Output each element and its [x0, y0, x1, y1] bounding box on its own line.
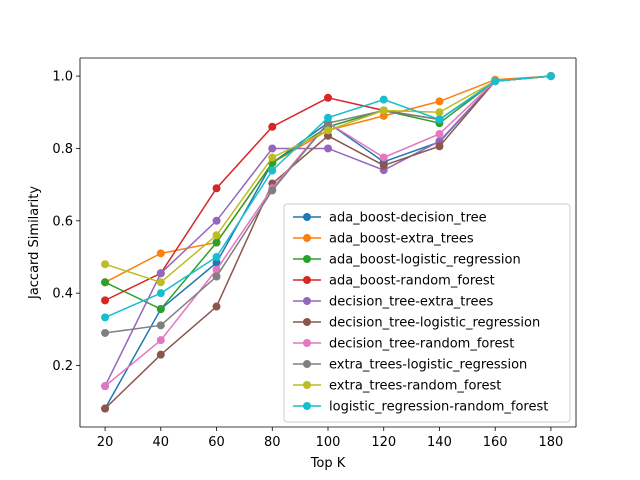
data-point	[101, 404, 110, 413]
data-point	[212, 231, 221, 240]
data-point	[156, 289, 165, 298]
legend-entry: decision_tree-extra_trees	[293, 295, 493, 310]
legend-label: extra_trees-random_forest	[329, 379, 501, 394]
legend-marker	[303, 255, 311, 263]
data-point	[379, 106, 388, 115]
legend-entry: extra_trees-random_forest	[293, 379, 501, 394]
y-tick-label: 1.0	[52, 70, 73, 85]
data-point	[212, 238, 221, 247]
data-point	[156, 249, 165, 258]
data-point	[101, 296, 110, 305]
data-point	[268, 144, 277, 153]
y-tick-label: 0.8	[52, 142, 73, 157]
data-point	[212, 216, 221, 225]
legend-marker	[303, 318, 311, 326]
data-point	[101, 260, 110, 269]
data-point	[435, 115, 444, 124]
legend-entry: ada_boost-decision_tree	[293, 211, 487, 226]
legend-label: decision_tree-extra_trees	[329, 295, 493, 310]
legend-label: ada_boost-logistic_regression	[329, 253, 521, 268]
y-axis-title: Jaccard Similarity	[27, 186, 42, 300]
data-point	[435, 97, 444, 106]
legend-label: extra_trees-logistic_regression	[329, 358, 527, 373]
legend-label: decision_tree-logistic_regression	[329, 316, 540, 331]
legend-marker	[303, 276, 311, 284]
data-point	[324, 144, 332, 153]
data-point	[435, 142, 444, 151]
legend-entry: logistic_regression-random_forest	[293, 400, 548, 415]
legend-box	[283, 203, 571, 423]
data-point	[212, 184, 221, 193]
x-tick-label: 20	[97, 435, 114, 450]
data-point	[156, 305, 165, 314]
legend-marker	[303, 234, 311, 242]
data-point	[212, 265, 221, 274]
data-point	[101, 382, 110, 391]
data-point	[324, 113, 332, 122]
data-point	[546, 72, 555, 81]
data-point	[156, 350, 165, 359]
data-point	[101, 328, 110, 337]
legend-marker	[303, 339, 311, 347]
data-point	[379, 95, 388, 104]
data-point	[212, 258, 221, 267]
legend-marker	[303, 402, 311, 410]
legend-label: ada_boost-extra_trees	[329, 232, 474, 247]
data-point	[435, 108, 444, 117]
y-tick-label: 0.2	[52, 359, 73, 374]
y-tick-label: 0.4	[52, 287, 73, 302]
data-point	[156, 269, 165, 278]
x-tick-label: 180	[539, 435, 564, 450]
data-point	[212, 252, 221, 261]
data-point	[491, 77, 500, 86]
data-point	[435, 129, 444, 138]
x-tick-label: 40	[153, 435, 170, 450]
data-point	[324, 93, 332, 102]
x-tick-label: 140	[427, 435, 452, 450]
legend-marker	[303, 381, 311, 389]
data-point	[324, 126, 332, 135]
legend-entry: decision_tree-random_forest	[293, 337, 514, 352]
data-point	[212, 272, 221, 281]
x-tick-label: 100	[316, 435, 341, 450]
x-tick-label: 120	[371, 435, 396, 450]
data-point	[101, 313, 110, 322]
axes-layer: 20 40 60 80 100 120 140 160 180 0.2 0.4 0.6 0.8 1.0	[52, 57, 577, 450]
legend-label: ada_boost-decision_tree	[329, 211, 487, 226]
legend-entry: ada_boost-extra_trees	[293, 232, 474, 247]
data-point	[212, 302, 221, 311]
legend-label: logistic_regression-random_forest	[329, 400, 548, 415]
legend-entry: decision_tree-logistic_regression	[293, 316, 540, 331]
data-point	[156, 278, 165, 287]
legend-entry: extra_trees-logistic_regression	[293, 358, 527, 373]
data-point	[379, 153, 388, 162]
legend-label: decision_tree-random_forest	[329, 337, 514, 352]
data-point	[156, 321, 165, 330]
data-point	[156, 336, 165, 345]
data-point	[268, 122, 277, 131]
series-logistic_regression-random_forest	[101, 72, 555, 322]
x-axis-title: Top K	[310, 456, 346, 471]
data-point	[101, 278, 110, 287]
x-tick-label: 80	[264, 435, 281, 450]
legend-marker	[303, 297, 311, 305]
data-point	[268, 186, 277, 195]
y-tick-label: 0.6	[52, 214, 73, 229]
series-layer	[101, 72, 555, 413]
data-point	[268, 153, 277, 162]
legend-label: ada_boost-random_forest	[329, 274, 495, 289]
legend-marker	[303, 213, 311, 221]
legend-marker	[303, 360, 311, 368]
legend: ada_boost-decision_tree ada_boost-extra_t…	[283, 203, 571, 423]
data-point	[268, 166, 277, 175]
legend-entry: ada_boost-logistic_regression	[293, 253, 521, 268]
legend-entry: ada_boost-random_forest	[293, 274, 495, 289]
x-tick-label: 160	[483, 435, 508, 450]
data-point	[379, 161, 388, 170]
x-tick-label: 60	[208, 435, 225, 450]
